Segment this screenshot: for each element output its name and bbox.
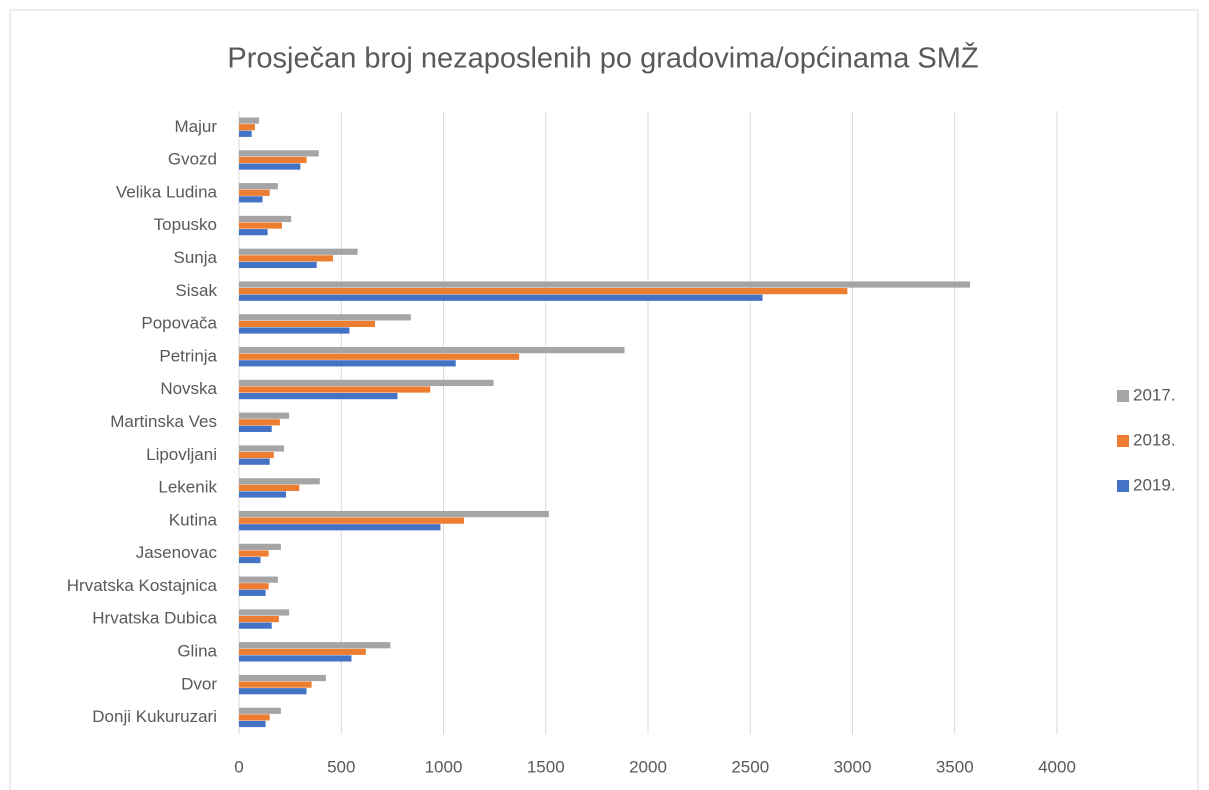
bar [239,360,456,367]
bar [239,320,375,328]
x-tick-label: 1000 [425,757,463,776]
bar [239,124,255,131]
y-tick-label: Novska [160,379,217,398]
bar [239,622,272,629]
bar [239,189,270,196]
bar [239,655,352,662]
bar [239,314,411,321]
bar [239,491,287,498]
legend-swatch [1117,435,1129,447]
bar [239,642,391,649]
legend-label: 2017. [1133,385,1176,404]
bar [239,288,848,295]
bar [239,386,431,393]
legend-swatch [1117,390,1129,402]
bar [239,412,290,419]
y-tick-label: Lekenik [158,478,217,497]
bar [239,707,281,714]
bar [239,353,520,360]
bar [239,229,268,236]
bar [239,524,441,531]
bar [239,130,252,137]
y-tick-label: Petrinja [159,346,217,365]
bar [239,517,464,524]
y-tick-label: Majur [174,117,217,136]
bar [239,150,319,157]
bar [239,714,270,721]
bar [239,222,282,229]
bar [239,248,358,255]
bar [239,327,350,334]
x-tick-label: 2000 [629,757,667,776]
bar [239,294,763,301]
x-tick-label: 1500 [527,757,565,776]
bar [239,589,266,596]
y-tick-label: Hrvatska Dubica [92,609,217,628]
bar [239,615,279,623]
legend-swatch [1117,480,1129,492]
bar [239,720,266,728]
bar [239,510,549,518]
y-tick-label: Jasenovac [136,543,218,562]
bar [239,543,281,550]
bar [239,163,301,170]
legend-label: 2019. [1133,475,1176,494]
bar [239,550,269,557]
y-tick-label: Glina [177,642,217,661]
x-tick-label: 0 [234,757,243,776]
bar [239,379,494,387]
bar [239,609,290,616]
bar [239,117,260,124]
bar [239,419,280,426]
bar [239,347,625,354]
bar [239,576,278,583]
y-tick-label: Lipovljani [146,445,217,464]
bar [239,556,261,564]
x-tick-label: 2500 [731,757,769,776]
y-tick-label: Kutina [169,510,218,529]
y-tick-label: Sisak [175,281,217,300]
bar [239,451,274,459]
x-tick-label: 4000 [1038,757,1076,776]
bar [239,255,334,262]
legend-label: 2018. [1133,430,1176,449]
bar [239,215,292,223]
bar [239,183,278,190]
bar [239,688,307,695]
bar [239,458,270,465]
bar [239,393,398,400]
y-tick-label: Hrvatska Kostajnica [67,576,218,595]
y-tick-label: Gvozd [168,150,217,169]
bar [239,281,971,288]
bar [239,484,300,491]
bar [239,261,317,269]
y-tick-label: Popovača [141,314,217,333]
x-tick-label: 500 [327,757,355,776]
x-tick-label: 3500 [936,757,974,776]
bar [239,681,312,688]
y-tick-label: Sunja [174,248,218,267]
bar [239,648,366,655]
y-tick-label: Martinska Ves [110,412,217,431]
chart-frame [9,9,1199,790]
bar [239,674,326,682]
bar [239,445,284,452]
bar [239,156,307,164]
bar [239,478,320,485]
y-tick-label: Velika Ludina [116,182,218,201]
x-tick-label: 3000 [834,757,872,776]
y-tick-label: Dvor [181,674,217,693]
chart-title: Prosječan broj nezaposlenih po gradovima… [227,42,978,75]
bar [239,583,269,590]
y-tick-label: Topusko [154,215,217,234]
bar [239,196,263,203]
bar [239,425,272,432]
y-tick-label: Donji Kukuruzari [92,707,217,726]
